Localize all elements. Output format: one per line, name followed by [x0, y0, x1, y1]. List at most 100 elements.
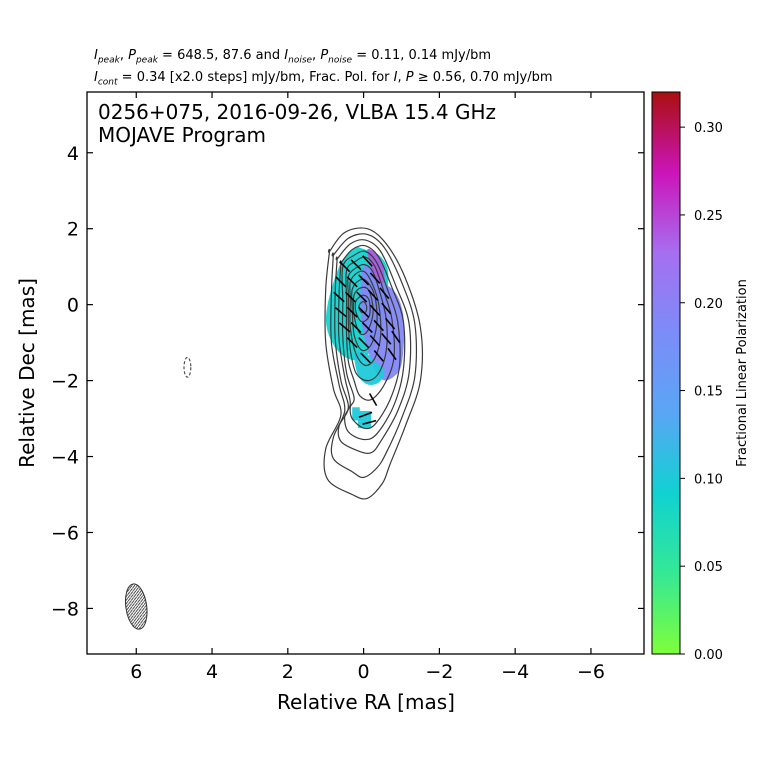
plot-frame [86, 91, 645, 655]
noise-values: 0.11, 0.14 mJy/bm [371, 48, 492, 63]
cont-text: = 0.34 [x2.0 steps] mJy/bm, Frac. Pol. f… [117, 70, 394, 85]
y-tick-label: −6 [51, 522, 79, 544]
evpa-vector-10 [367, 289, 379, 301]
contour-level-2 [330, 233, 418, 479]
chart-title-line-1: 0256+075, 2016-09-26, VLBA 15.4 GHz [98, 100, 496, 124]
p-noise-subscript: noise [328, 55, 353, 66]
evpa-vector-0 [339, 261, 351, 273]
y-tick-label: 4 [67, 143, 79, 165]
i-cont-subscript: cont [97, 77, 118, 88]
evpa-vector-21 [384, 317, 396, 330]
chart-title-line-2: MOJAVE Program [98, 123, 266, 147]
beam-layer [124, 356, 192, 630]
header-line-2: Icont = 0.34 [x2.0 steps] mJy/bm, Frac. … [94, 70, 553, 88]
separator: , [119, 48, 129, 63]
p-symbol: P [405, 70, 414, 85]
contour-layer [323, 227, 423, 500]
contour-level-5 [341, 250, 401, 430]
equals-2: = [352, 48, 372, 63]
colorbar-tick-label: 0.10 [694, 472, 723, 487]
polarization-patch-2 [367, 248, 385, 284]
contour-level-4 [337, 244, 406, 441]
evpa-vector-9 [356, 291, 368, 303]
negative-contour [183, 356, 192, 378]
evpa-vector-16 [381, 302, 392, 315]
evpa-vector-29 [387, 347, 397, 361]
evpa-vector-4 [346, 276, 358, 288]
colorbar [651, 91, 681, 655]
x-tick-label: −4 [501, 661, 529, 683]
evpa-vector-18 [350, 321, 362, 333]
evpa-vector-31 [358, 411, 373, 418]
evpa-vector-layer [333, 255, 401, 425]
i-peak-subscript: peak [97, 55, 120, 66]
x-axis-label: Relative RA [mas] [277, 690, 455, 714]
y-tick-label: −2 [51, 371, 79, 393]
evpa-vector-3 [335, 276, 347, 288]
header-line-1: Ipeak, Ppeak = 648.5, 87.6 and Inoise, P… [94, 48, 491, 66]
i-noise-subscript: noise [288, 55, 313, 66]
colorbar-tick-label: 0.25 [694, 209, 723, 224]
i-symbol: I [393, 70, 398, 85]
separator-2: , [312, 48, 321, 63]
evpa-vector-19 [361, 321, 373, 333]
x-tick-label: −6 [577, 661, 605, 683]
evpa-vector-6 [369, 272, 381, 284]
evpa-vector-20 [373, 319, 384, 332]
frac-tail: ≥ 0.56, 0.70 mJy/bm [413, 70, 553, 85]
polarization-patch-4 [352, 407, 372, 429]
evpa-vector-13 [346, 306, 358, 318]
contour-level-7 [347, 263, 388, 382]
i-noise-symbol: I [284, 48, 289, 63]
contour-level-10 [352, 286, 374, 336]
colorbar-tick-label: 0.20 [694, 297, 723, 312]
p-noise-symbol: P [320, 48, 329, 63]
evpa-vector-2 [362, 255, 373, 267]
y-tick-label: 2 [67, 219, 79, 241]
y-axis-label: Relative Dec [mas] [15, 278, 39, 468]
evpa-vector-15 [369, 304, 381, 317]
evpa-vector-23 [358, 337, 370, 349]
y-tick-label: −8 [51, 598, 79, 620]
y-tick-label: −4 [51, 447, 79, 469]
p-peak-subscript: peak [135, 55, 158, 66]
equals: = [157, 48, 178, 63]
colorbar-tick-label: 0.15 [694, 385, 723, 400]
i-cont-symbol: I [94, 70, 98, 85]
contour-level-6 [345, 256, 395, 401]
contour-level-11 [354, 294, 371, 323]
p-peak-symbol: P [128, 48, 136, 63]
polarization-patch-3 [354, 351, 385, 385]
colorbar-tick-label: 0.30 [694, 121, 723, 136]
x-tick-label: 4 [206, 661, 218, 683]
evpa-vector-22 [346, 337, 358, 349]
evpa-vector-5 [358, 274, 370, 286]
y-tick-label: 0 [67, 295, 79, 317]
evpa-vector-7 [333, 291, 345, 303]
separator-3: , [397, 70, 406, 85]
evpa-vector-32 [362, 419, 377, 425]
colorbar-tick-label: 0.00 [694, 648, 723, 663]
x-tick-label: 0 [358, 661, 370, 683]
x-tick-label: 6 [130, 661, 142, 683]
evpa-vector-1 [350, 259, 362, 271]
colorbar-label: Fractional Linear Polarization [735, 279, 750, 467]
axis-ticks: 6 4 2 0 −2 −4 −6 4 2 0 −2 −4 −6 −8 [51, 92, 644, 683]
evpa-vector-11 [379, 287, 390, 300]
beam-ellipse [124, 583, 148, 630]
colorbar-ticks: 0.00 0.05 0.10 0.15 0.20 0.25 0.30 [680, 121, 723, 663]
evpa-vector-28 [373, 349, 384, 362]
evpa-vector-30 [368, 393, 378, 407]
evpa-vector-25 [381, 332, 392, 345]
x-tick-label: 2 [282, 661, 294, 683]
evpa-vector-27 [360, 352, 371, 364]
x-tick-label: −2 [425, 661, 453, 683]
evpa-vector-8 [344, 291, 356, 303]
evpa-vector-24 [369, 334, 381, 347]
contour-level-1 [323, 227, 423, 500]
contour-level-3 [334, 239, 412, 454]
evpa-vector-26 [391, 330, 401, 344]
evpa-vector-14 [358, 306, 370, 318]
and-text: and [251, 48, 285, 63]
